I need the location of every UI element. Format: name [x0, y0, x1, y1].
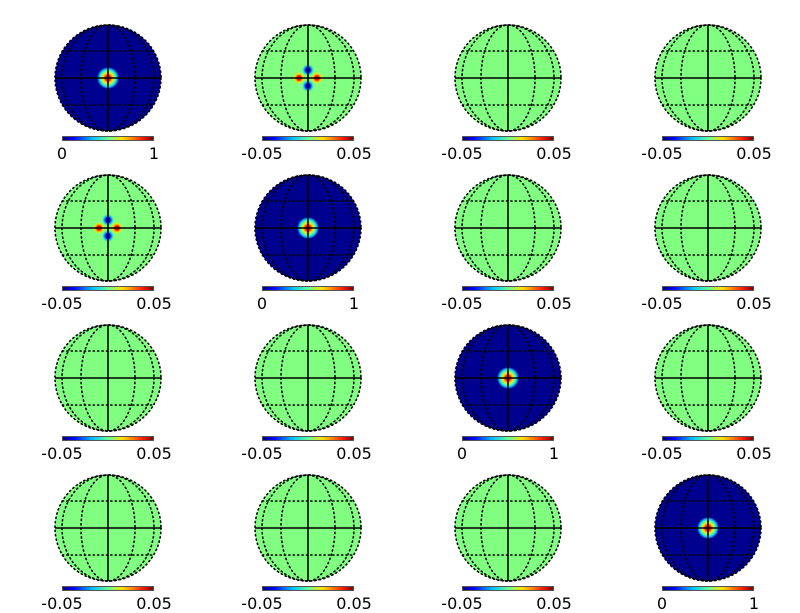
colorbar-max-label: 0.05 [336, 444, 372, 463]
colorbar-max-label: 0.05 [736, 144, 772, 163]
colorbar-max-label: 0.05 [136, 294, 172, 313]
sphere-map [454, 174, 562, 282]
colorbar-min-label: -0.05 [641, 444, 683, 463]
colorbar-min-label: 0 [456, 444, 468, 463]
colorbar-max-label: 0.05 [536, 594, 572, 613]
colorbar-max-label: 1 [748, 594, 760, 613]
sphere-map [654, 474, 762, 582]
colorbar [662, 136, 754, 141]
colorbar-min-label: -0.05 [641, 144, 683, 163]
colorbar [62, 586, 154, 591]
colorbar-max-label: 0.05 [736, 444, 772, 463]
sphere-map [254, 24, 362, 132]
colorbar-min-label: 0 [56, 144, 68, 163]
colorbar-min-label: -0.05 [41, 594, 83, 613]
map-panel: -0.05 0.05 [400, 150, 600, 313]
colorbar [462, 136, 554, 141]
map-panel: -0.05 0.05 [0, 300, 200, 463]
map-panel: -0.05 0.05 [200, 300, 400, 463]
colorbar-min-label: -0.05 [441, 594, 483, 613]
map-panel: -0.05 0.05 [400, 0, 600, 163]
colorbar [262, 286, 354, 291]
sphere-map [654, 324, 762, 432]
colorbar-max-label: 1 [548, 444, 560, 463]
sphere-map [654, 174, 762, 282]
sphere-map [254, 174, 362, 282]
sphere-map [654, 24, 762, 132]
colorbar-min-label: -0.05 [241, 444, 283, 463]
colorbar [62, 286, 154, 291]
colorbar-max-label: 0.05 [736, 294, 772, 313]
sphere-map [54, 474, 162, 582]
colorbar [462, 436, 554, 441]
colorbar-max-label: 0.05 [336, 144, 372, 163]
colorbar-min-label: 0 [256, 294, 268, 313]
sphere-map [454, 24, 562, 132]
colorbar-min-label: -0.05 [241, 594, 283, 613]
map-panel: -0.05 0.05 [200, 450, 400, 613]
sphere-map [454, 474, 562, 582]
colorbar-max-label: 0.05 [136, 444, 172, 463]
colorbar-min-label: 0 [656, 594, 668, 613]
sphere-map [54, 174, 162, 282]
colorbar [462, 286, 554, 291]
colorbar-min-label: -0.05 [641, 294, 683, 313]
map-panel: -0.05 0.05 [0, 450, 200, 613]
sphere-map [54, 24, 162, 132]
map-panel: -0.05 0.05 [600, 0, 800, 163]
colorbar [262, 136, 354, 141]
colorbar [462, 586, 554, 591]
colorbar-max-label: 0.05 [336, 594, 372, 613]
colorbar [262, 436, 354, 441]
colorbar-max-label: 1 [148, 144, 160, 163]
sphere-map [54, 324, 162, 432]
colorbar [662, 436, 754, 441]
colorbar-max-label: 0.05 [536, 144, 572, 163]
map-panel: -0.05 0.05 [0, 150, 200, 313]
colorbar-max-label: 1 [348, 294, 360, 313]
colorbar [662, 586, 754, 591]
sphere-map [254, 474, 362, 582]
sphere-map [454, 324, 562, 432]
colorbar-max-label: 0.05 [536, 294, 572, 313]
map-panel: -0.05 0.05 [200, 0, 400, 163]
colorbar-max-label: 0.05 [136, 594, 172, 613]
colorbar [62, 136, 154, 141]
colorbar [62, 436, 154, 441]
map-panel: -0.05 0.05 [600, 150, 800, 313]
colorbar-min-label: -0.05 [41, 444, 83, 463]
colorbar [662, 286, 754, 291]
map-panel: -0.05 0.05 [600, 300, 800, 463]
map-panel: -0.05 0.05 [400, 450, 600, 613]
colorbar-min-label: -0.05 [41, 294, 83, 313]
colorbar-min-label: -0.05 [241, 144, 283, 163]
colorbar [262, 586, 354, 591]
colorbar-min-label: -0.05 [441, 144, 483, 163]
colorbar-min-label: -0.05 [441, 294, 483, 313]
sphere-map [254, 324, 362, 432]
